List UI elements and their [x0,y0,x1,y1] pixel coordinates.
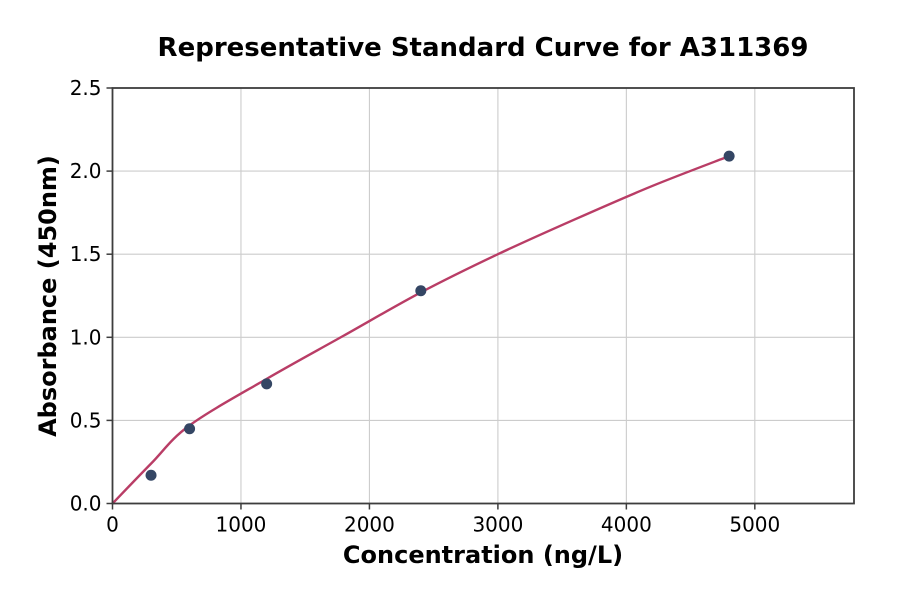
data-point [261,378,273,390]
y-tick-label: 0.5 [70,408,102,432]
standard-curve-line [111,154,731,505]
axis-tick-marks [106,87,756,510]
x-tick-label: 2000 [344,513,395,537]
y-tick-label: 2.0 [70,159,102,183]
gridlines [112,87,854,504]
x-tick-label: 5000 [729,513,780,537]
data-point [145,469,157,481]
data-points [145,150,735,481]
data-point [184,423,196,435]
y-tick-label: 0.0 [70,492,102,516]
chart-title: Representative Standard Curve for A31136… [157,33,809,63]
x-tick-label: 4000 [601,513,652,537]
axis-tick-labels: 0 1000 2000 3000 4000 5000 0.0 0.5 1.0 1.5 2.0 2.5 [70,76,781,537]
y-tick-label: 2.5 [70,76,102,100]
x-axis-label: Concentration (ng/L) [342,541,624,569]
axes-spines [111,87,855,505]
x-tick-label: 1000 [216,513,267,537]
data-point [415,285,427,297]
plot-border [111,87,855,505]
data-point [723,150,735,162]
y-tick-label: 1.5 [70,242,102,266]
fit-curve-path [111,154,731,505]
x-tick-label: 0 [106,513,119,537]
y-tick-label: 1.0 [70,325,102,349]
x-tick-label: 3000 [472,513,523,537]
